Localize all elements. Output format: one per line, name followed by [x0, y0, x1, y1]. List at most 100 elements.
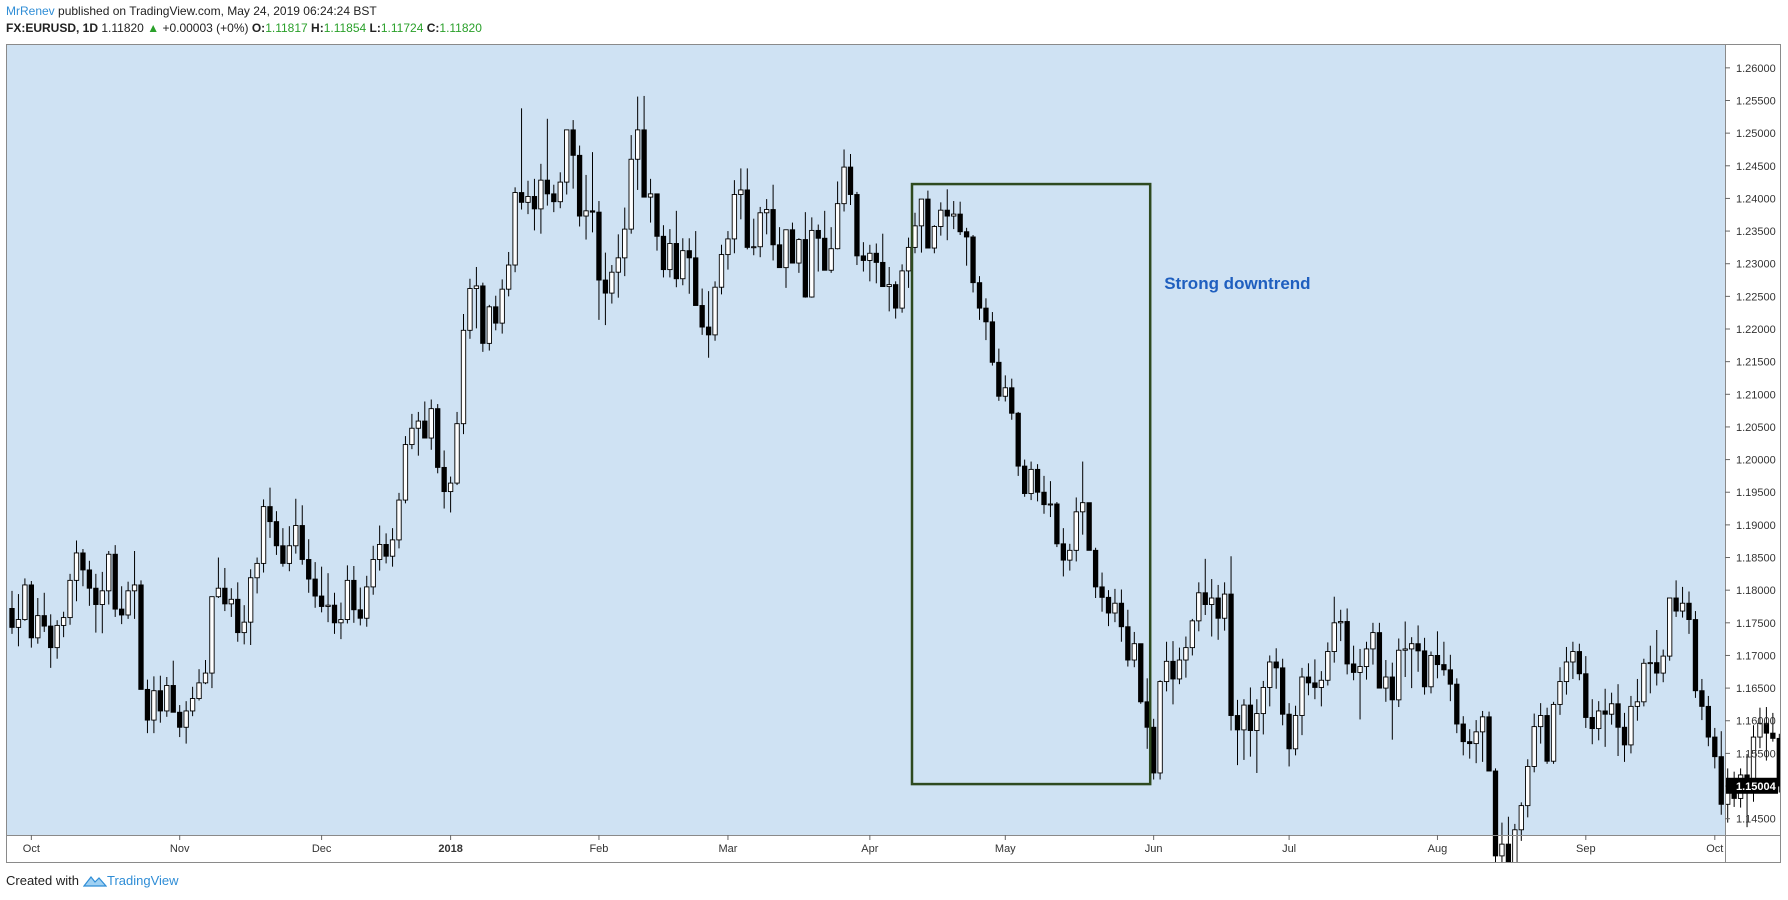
candle-body	[1170, 660, 1176, 680]
candle-body	[1615, 703, 1621, 728]
candle	[280, 528, 286, 567]
candlestick-chart[interactable]: Strong downtrend 1.260001.255001.250001.…	[7, 45, 1782, 900]
candle	[1234, 699, 1241, 766]
candle-body	[647, 193, 654, 198]
time-axis[interactable]: Oct Nov Dec 2018 Feb Mar Apr May Jun Jul Aug Sep Oct	[23, 835, 1724, 855]
candle-body	[789, 229, 796, 264]
candle-body	[415, 420, 421, 429]
candle-body	[1673, 597, 1679, 612]
candle-body	[1389, 676, 1395, 701]
candle-body	[202, 672, 209, 684]
time-tick-label: Sep	[1576, 843, 1596, 855]
candle-body	[93, 587, 99, 605]
candle-body	[899, 270, 905, 309]
candle	[1705, 695, 1712, 747]
candle-body	[1770, 732, 1776, 739]
candle	[486, 304, 492, 351]
candle	[976, 276, 983, 320]
candle-body	[1641, 662, 1647, 703]
candle-body	[1757, 722, 1763, 738]
candle	[731, 180, 738, 254]
candle-body	[1660, 655, 1666, 674]
candle-body	[15, 619, 22, 628]
candle	[364, 575, 370, 627]
candle-body	[1067, 549, 1073, 561]
time-tick-label: Mar	[718, 843, 737, 855]
candle-body	[9, 608, 15, 628]
candle	[222, 567, 228, 612]
candle	[1131, 631, 1137, 668]
candle	[9, 590, 15, 634]
candle-body	[254, 562, 260, 579]
chart-frame[interactable]: Strong downtrend 1.26000 1.25500 1.25000 1.…	[6, 44, 1782, 900]
candle	[725, 231, 731, 270]
candle	[628, 135, 634, 234]
candle	[867, 244, 873, 282]
candle	[1641, 658, 1647, 707]
candle	[106, 550, 112, 605]
candle-body	[1628, 705, 1634, 746]
price-tick-label: 1.16000	[1736, 716, 1776, 728]
candle	[635, 96, 641, 190]
candle-body	[1596, 710, 1602, 730]
candle-body	[1686, 602, 1692, 620]
candle	[1073, 497, 1079, 562]
candle	[944, 189, 950, 241]
candle-body	[1299, 676, 1305, 716]
candle	[480, 282, 486, 352]
candle	[338, 602, 344, 640]
candle	[435, 404, 441, 474]
candle	[41, 592, 47, 632]
candle-body	[557, 181, 563, 203]
candle-body	[1215, 597, 1221, 619]
candle-body	[73, 552, 80, 581]
candle-body	[1047, 503, 1054, 506]
symbol-label[interactable]: FX:EURUSD, 1D	[6, 21, 99, 35]
candle-body	[1576, 651, 1583, 675]
candle	[54, 620, 60, 659]
candle	[1654, 629, 1660, 686]
candle	[1428, 651, 1434, 694]
candle	[286, 526, 292, 572]
candle	[1492, 768, 1499, 865]
low-value: 1.11724	[380, 21, 424, 35]
candle	[764, 199, 770, 235]
candle-body	[583, 210, 589, 217]
candle	[1221, 582, 1228, 631]
tradingview-link[interactable]: TradingView	[82, 873, 179, 888]
candle-body	[1125, 626, 1131, 661]
candle-body	[1273, 661, 1279, 669]
candle	[1241, 699, 1247, 760]
price-tick-label: 1.14500	[1736, 814, 1776, 826]
candle	[525, 180, 531, 215]
candle-body	[712, 286, 718, 336]
candle-body	[725, 238, 731, 256]
time-tick-label: Jul	[1282, 843, 1296, 855]
candle	[1712, 727, 1718, 769]
candle	[493, 295, 499, 331]
candle-body	[705, 326, 712, 336]
candle	[789, 222, 796, 264]
candle-body	[1228, 593, 1234, 716]
candle-body	[1357, 666, 1363, 673]
candle	[267, 487, 273, 538]
candle	[1015, 411, 1021, 476]
price-tick-label: 1.19500	[1736, 487, 1776, 499]
candle-body	[809, 229, 815, 298]
candle	[235, 582, 241, 642]
candle-body	[1518, 805, 1524, 831]
candle-body	[1254, 713, 1260, 731]
candle	[254, 557, 260, 594]
author-link[interactable]: MrRenev	[6, 4, 55, 18]
tradingview-logo-icon	[82, 875, 107, 887]
time-tick-label: Jun	[1145, 843, 1163, 855]
candle-body	[912, 225, 918, 248]
candle-body	[886, 284, 892, 288]
candle-body	[1028, 468, 1034, 494]
candle-body	[35, 615, 41, 639]
price-axis[interactable]: 1.26000 1.25500 1.25000 1.24500 1.24000 1.235…	[1725, 63, 1776, 826]
candle	[564, 129, 570, 195]
candle	[1550, 701, 1557, 764]
candle-body	[1654, 662, 1660, 674]
plot-area[interactable]	[7, 45, 1725, 835]
